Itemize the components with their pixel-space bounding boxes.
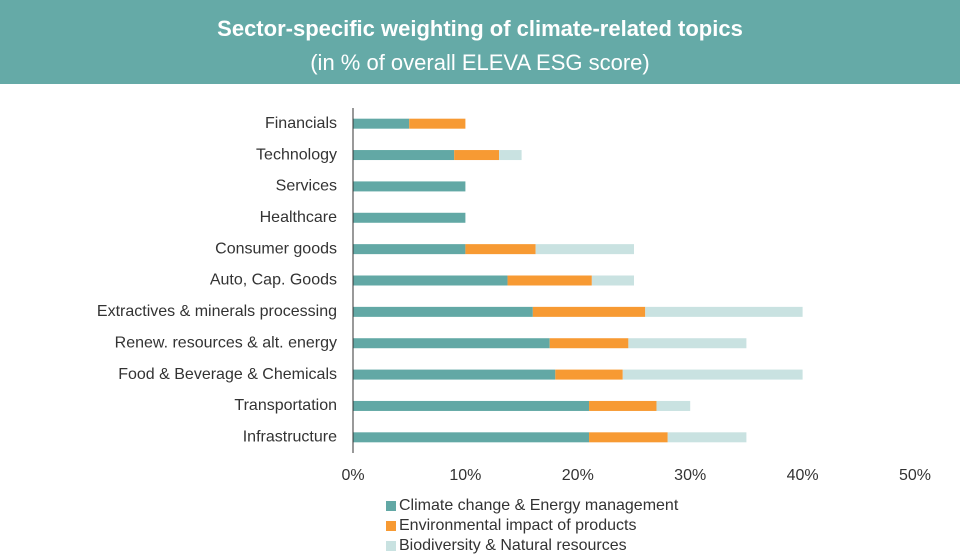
x-tick-label: 50% — [899, 467, 931, 484]
y-tick-label: Consumer goods — [215, 240, 337, 257]
legend-label: Climate change & Energy management — [399, 497, 679, 514]
bar-segment — [645, 306, 803, 317]
bar-segment — [353, 150, 455, 161]
legend-label: Biodiversity & Natural resources — [399, 537, 627, 554]
bar-segment — [353, 432, 590, 443]
chart-title: Sector-specific weighting of climate-rel… — [217, 16, 743, 41]
bar-segment — [656, 400, 691, 411]
bar-segment — [409, 118, 466, 129]
bar-segment — [465, 244, 536, 255]
x-tick-label: 0% — [341, 467, 364, 484]
y-tick-label: Food & Beverage & Chemicals — [118, 366, 337, 383]
bar-segment — [591, 275, 634, 286]
bar-segment — [507, 275, 592, 286]
y-tick-label: Healthcare — [260, 209, 337, 226]
bar-segment — [353, 212, 466, 223]
bar-segment — [535, 244, 634, 255]
y-tick-label: Auto, Cap. Goods — [210, 272, 337, 289]
bar-segment — [589, 400, 657, 411]
y-tick-label: Transportation — [234, 397, 337, 414]
bar-segment — [622, 369, 803, 380]
bar-segment — [353, 275, 508, 286]
chart-subtitle: (in % of overall ELEVA ESG score) — [310, 50, 650, 75]
y-tick-label: Financials — [265, 115, 337, 132]
y-tick-label: Technology — [256, 146, 337, 163]
bar-segment — [353, 181, 466, 192]
legend-swatch — [386, 541, 396, 551]
bar-segment — [499, 150, 522, 161]
bar-segment — [628, 338, 747, 349]
bar-segment — [589, 432, 668, 443]
bar-segment — [667, 432, 747, 443]
legend-swatch — [386, 521, 396, 531]
bar-segment — [353, 118, 410, 129]
title-banner — [0, 0, 960, 84]
x-tick-label: 30% — [674, 467, 706, 484]
legend-swatch — [386, 501, 396, 511]
bar-segment — [454, 150, 500, 161]
bar-segment — [549, 338, 629, 349]
y-tick-label: Infrastructure — [243, 429, 337, 446]
bar-segment — [555, 369, 623, 380]
y-tick-label: Renew. resources & alt. energy — [115, 334, 337, 351]
bar-segment — [353, 244, 466, 255]
x-tick-label: 40% — [787, 467, 819, 484]
y-tick-label: Extractives & minerals processing — [97, 303, 337, 320]
x-tick-label: 20% — [562, 467, 594, 484]
legend-label: Environmental impact of products — [399, 517, 636, 534]
x-tick-label: 10% — [449, 467, 481, 484]
y-tick-label: Services — [276, 178, 337, 195]
bar-segment — [353, 369, 556, 380]
bar-segment — [532, 306, 646, 317]
bar-segment — [353, 306, 533, 317]
bar-segment — [353, 400, 590, 411]
bar-segment — [353, 338, 550, 349]
